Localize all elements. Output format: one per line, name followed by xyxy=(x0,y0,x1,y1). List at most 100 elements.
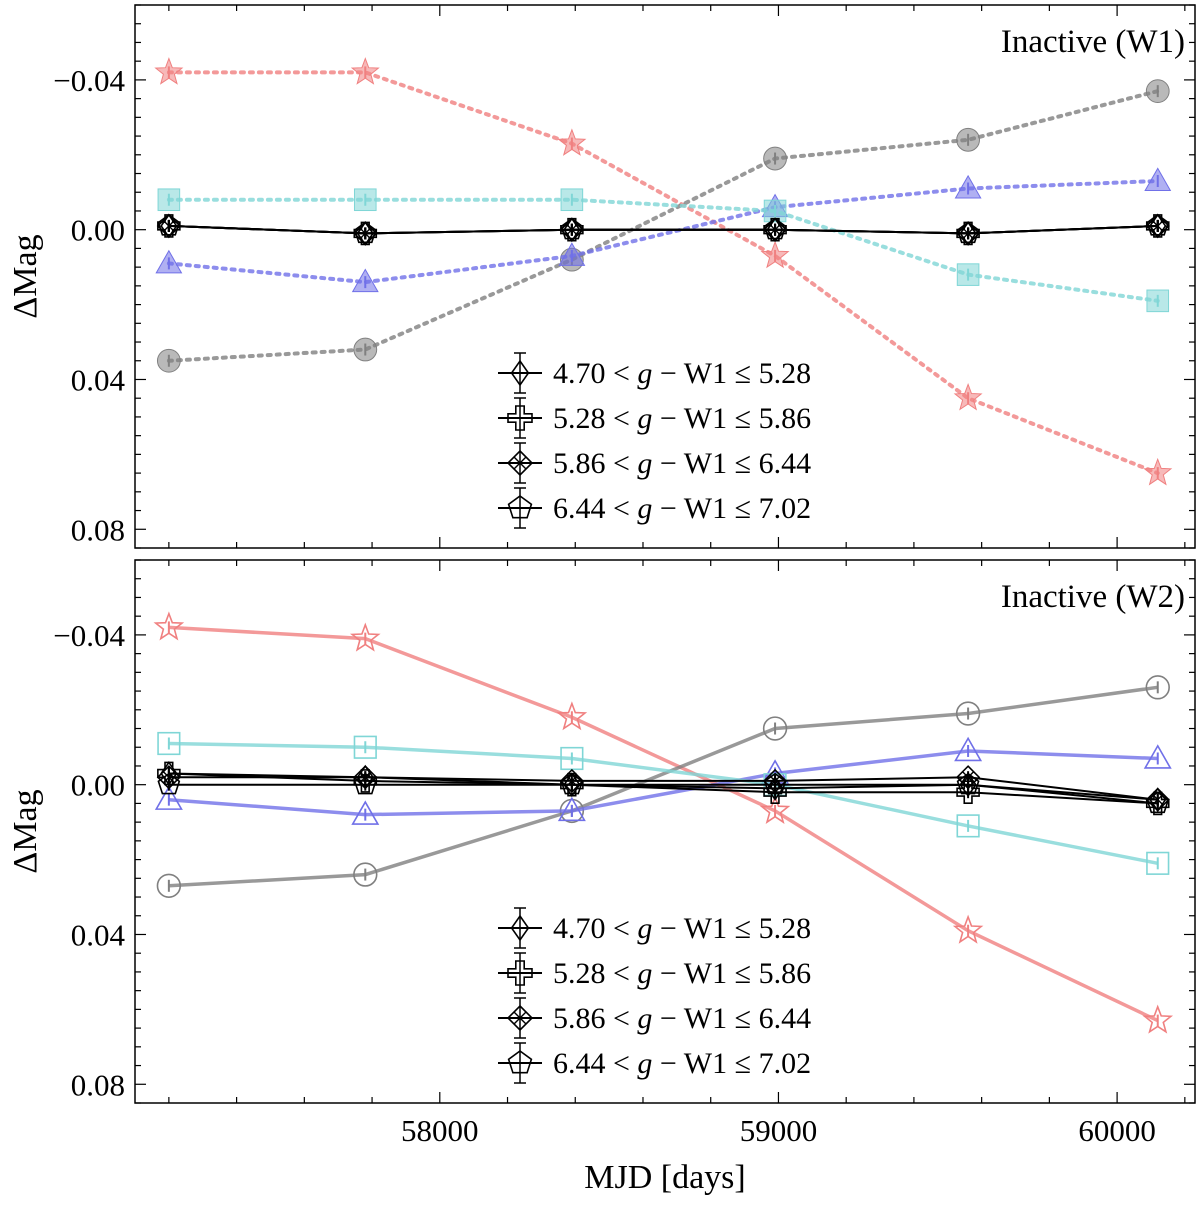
panel-2-series-8-point xyxy=(560,772,584,795)
panel-2-xtick-label: 58000 xyxy=(401,1113,479,1148)
panel-2-series-7-point xyxy=(559,768,585,794)
panel-2-series-4-point xyxy=(956,814,980,838)
panel-2-series-7-point xyxy=(762,768,788,794)
panel-1-legend-label: 5.86 < g − W1 ≤ 6.44 xyxy=(553,447,811,480)
panel-2-series-6-line xyxy=(168,772,1158,805)
panel-1-series-2 xyxy=(156,79,1170,373)
panel-2-series-8 xyxy=(157,772,1170,814)
panel-1-legend-entry: 4.70 < g − W1 ≤ 5.28 xyxy=(498,352,811,394)
panel-2-title: Inactive (W2) xyxy=(1001,579,1185,615)
panel-2-legend-entry: 5.28 < g − W1 ≤ 5.86 xyxy=(498,952,811,994)
panel-2-legend-label: 4.70 < g − W1 ≤ 5.28 xyxy=(553,912,811,945)
panel-1-title: Inactive (W1) xyxy=(1001,24,1185,60)
panel-1-legend-entry: 5.86 < g − W1 ≤ 6.44 xyxy=(498,442,811,484)
panel-2-legend-marker xyxy=(506,1004,534,1032)
panel-1-legend-label: 5.28 < g − W1 ≤ 5.86 xyxy=(553,402,811,435)
panel-2-series-1 xyxy=(153,611,1174,1034)
panel-2-legend-label: 6.44 < g − W1 ≤ 7.02 xyxy=(553,1047,811,1080)
panel-2-series-6-point xyxy=(956,780,980,804)
panel-1-ytick-label: 0.04 xyxy=(71,362,126,397)
panel-1-legend: 4.70 < g − W1 ≤ 5.28 5.28 < g − W1 ≤ 5.86… xyxy=(498,352,811,529)
panel-2-series-2-line xyxy=(168,685,1158,888)
panel-2-ytick-label: 0.08 xyxy=(71,1067,125,1102)
panel-2-series-2-point xyxy=(955,701,981,726)
panel-1-legend-label: 4.70 < g − W1 ≤ 5.28 xyxy=(553,357,811,390)
panel-1-legend-marker xyxy=(506,449,534,477)
panel-2-series-1-line xyxy=(168,625,1159,1023)
panel-2-series-4-point xyxy=(1146,851,1170,875)
panel-1-series-8-point xyxy=(353,221,377,244)
panel-1-ytick-label: 0.08 xyxy=(71,512,125,547)
panel-2-series-8-point xyxy=(157,772,181,795)
panel-1-series-2-line xyxy=(166,89,1160,363)
panel-2-series-4-point xyxy=(353,735,377,759)
panel-2-ytick-label: 0.04 xyxy=(71,917,126,952)
panel-2-series-3-line xyxy=(168,749,1158,817)
panel-1-series-4-line xyxy=(166,197,1160,303)
panel-2-series-4-line xyxy=(168,741,1159,866)
panel-2: −0.04 0.00 0.04 0.08 58000 59000 60000 ΔMag MJD … xyxy=(7,559,1196,1196)
panel-2-series-8-point xyxy=(956,772,980,795)
panel-2-legend-label: 5.86 < g − W1 ≤ 6.44 xyxy=(553,1002,811,1035)
panel-2-series-7-point xyxy=(1145,787,1170,812)
panel-2-series-4-point xyxy=(157,731,181,756)
panel-2-series-8-point xyxy=(1146,791,1170,814)
panel-2-ytick-label: 0.00 xyxy=(71,768,125,803)
panel-2-series-2-point xyxy=(353,862,378,887)
panel-2-xtick-label: 59000 xyxy=(740,1113,818,1148)
panel-1-series-8-point xyxy=(157,213,181,236)
panel-1-ylabel: ΔMag xyxy=(7,234,44,318)
panel-1-series-7-point xyxy=(955,221,981,246)
panel-2-series-3 xyxy=(154,736,1172,825)
panel-1-series-8-point xyxy=(956,221,980,244)
panel-2-frame xyxy=(134,559,1196,1104)
panel-2-legend-entry: 6.44 < g − W1 ≤ 7.02 xyxy=(498,1042,811,1084)
panel-2-legend-marker xyxy=(507,1050,533,1074)
panel-2-legend-label: 5.28 < g − W1 ≤ 5.86 xyxy=(553,957,811,990)
panel-2-series-2 xyxy=(156,675,1170,898)
panel-2-xtick-label: 60000 xyxy=(1078,1113,1156,1148)
panel-2-legend-entry: 4.70 < g − W1 ≤ 5.28 xyxy=(498,907,811,949)
panel-1-series-8 xyxy=(157,213,1170,244)
panel-2-ytick-label: −0.04 xyxy=(53,618,125,653)
panel-2-legend-entry: 5.86 < g − W1 ≤ 6.44 xyxy=(498,997,811,1039)
panel-1-series-3-line xyxy=(166,179,1160,285)
panel-1-legend-marker xyxy=(507,495,533,519)
panel-1-series-7-point xyxy=(1145,213,1170,239)
panel-2-ylabel: ΔMag xyxy=(7,789,44,873)
panel-1-frame xyxy=(134,4,1196,549)
panel-1-series-7-point xyxy=(559,217,585,242)
panel-2-series-3-point xyxy=(351,800,380,825)
panel-2-series-3-point xyxy=(1143,744,1172,769)
panel-1-series-1 xyxy=(154,57,1173,486)
panel-1-legend-marker xyxy=(510,359,530,387)
panel-2-legend: 4.70 < g − W1 ≤ 5.28 5.28 < g − W1 ≤ 5.86… xyxy=(498,907,811,1084)
panel-2-series-3-point xyxy=(154,785,183,810)
panel-2-ticks xyxy=(135,559,1195,1104)
panel-1-legend-marker xyxy=(507,405,533,431)
panel-2-xlabel: MJD [days] xyxy=(584,1159,745,1196)
panel-1-series-7-point xyxy=(353,221,378,246)
panel-1-series-1-line xyxy=(166,70,1160,476)
panel-1: −0.04 0.00 0.04 0.08 ΔMag Inactive (W1) 4.70 <… xyxy=(7,4,1196,549)
panel-2-series-3-point xyxy=(954,736,983,762)
panel-2-series-8-point xyxy=(353,772,377,795)
panel-1-series-8-line xyxy=(168,224,1158,235)
panel-1-ytick-label: −0.04 xyxy=(53,63,125,98)
panel-1-legend-entry: 6.44 < g − W1 ≤ 7.02 xyxy=(498,487,811,529)
panel-2-series-8-line xyxy=(168,783,1158,805)
panel-2-series-7-line xyxy=(168,776,1158,801)
panel-2-legend-marker xyxy=(510,914,530,942)
panel-1-series-8-point xyxy=(763,217,787,240)
panel-1-series-7-point xyxy=(156,213,181,239)
panel-2-series-2-point xyxy=(1145,675,1170,700)
panel-1-ytick-label: 0.00 xyxy=(71,213,125,248)
panel-2-series-2-point xyxy=(762,716,788,741)
panel-1-legend-label: 6.44 < g − W1 ≤ 7.02 xyxy=(553,492,811,525)
panel-1-series-8-point xyxy=(560,217,584,240)
panel-2-series-2-point xyxy=(156,873,182,898)
panel-2-legend-marker xyxy=(507,960,533,986)
panel-1-series-4 xyxy=(157,188,1170,313)
